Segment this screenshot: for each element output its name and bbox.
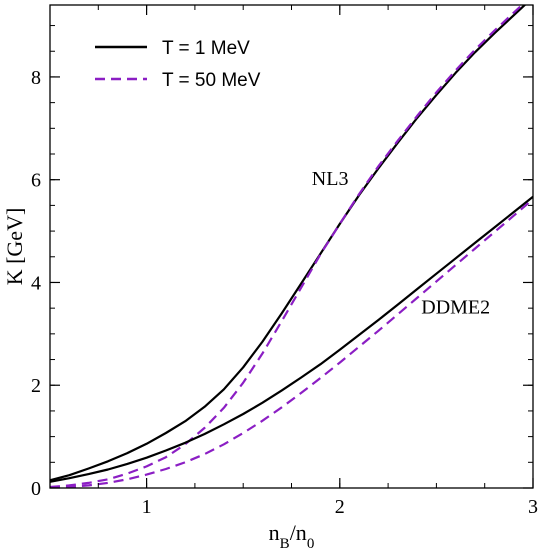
x-tick-label: 2 — [335, 496, 345, 518]
y-tick-label: 2 — [31, 375, 41, 397]
x-axis-label-mid: /n — [290, 520, 307, 545]
y-tick-label: 8 — [31, 67, 41, 89]
x-axis-label: nB/n0 — [269, 520, 315, 550]
curves-group — [50, 5, 533, 488]
legend-label-t1: T = 1 MeV — [162, 38, 250, 59]
series-line-ddme2-t1 — [50, 195, 533, 483]
y-axis-label: K [GeV] — [2, 208, 27, 286]
annotation-ddme2: DDME2 — [421, 296, 490, 318]
series-line-nl3-t1 — [50, 5, 527, 482]
series-line-nl3-t50 — [50, 5, 524, 488]
x-tick-label: 1 — [142, 496, 152, 518]
ticks-group: 1 2 3 0 2 4 6 8 — [31, 5, 538, 518]
x-axis-label-base: n — [269, 520, 280, 545]
legend-label-t50: T = 50 MeV — [162, 70, 261, 91]
series-line-ddme2-t50 — [50, 198, 533, 488]
x-axis-label-sub1: B — [280, 536, 290, 550]
plot-frame — [49, 4, 534, 489]
y-tick-label: 0 — [31, 478, 41, 500]
annotation-nl3: NL3 — [312, 168, 349, 190]
x-axis-label-sub2: 0 — [307, 536, 315, 550]
x-tick-label: 3 — [528, 496, 538, 518]
y-tick-label: 6 — [31, 170, 41, 192]
y-tick-label: 4 — [31, 272, 41, 294]
legend: T = 1 MeV T = 50 MeV — [95, 38, 261, 91]
